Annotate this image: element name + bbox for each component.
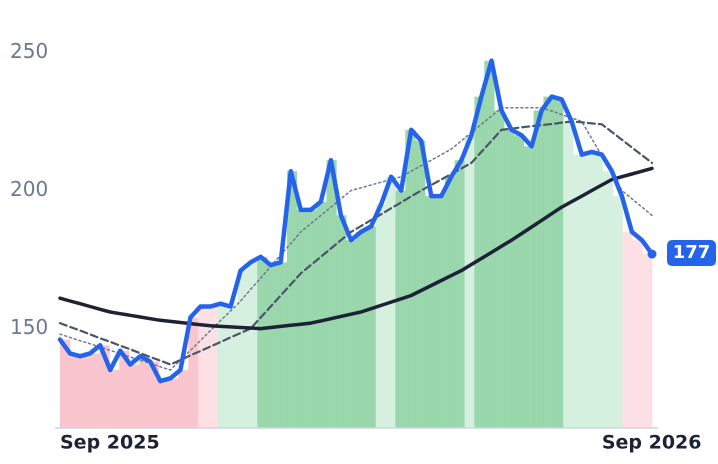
- area-bar: [60, 339, 71, 428]
- area-bar: [247, 262, 258, 428]
- line-series: [58, 120, 654, 366]
- area-bar: [198, 306, 209, 428]
- area-bar: [79, 356, 90, 428]
- area-bar: [336, 215, 347, 428]
- area-bar: [138, 356, 150, 428]
- y-tick-label: 200: [10, 177, 48, 201]
- y-tick-label: 150: [10, 315, 48, 339]
- last-value-label: 177: [673, 242, 711, 263]
- area-bar: [375, 204, 386, 428]
- area-bar: [267, 265, 278, 428]
- area-bar: [346, 240, 357, 428]
- area-bar: [573, 154, 584, 428]
- area-bar: [632, 240, 643, 428]
- area-bar: [257, 256, 268, 428]
- area-bar: [129, 364, 140, 428]
- area-bar: [237, 270, 248, 428]
- area-bar: [277, 262, 288, 428]
- area-bar: [208, 306, 219, 428]
- area-bar: [592, 154, 604, 428]
- line-series: [59, 106, 653, 371]
- area-bar: [494, 110, 505, 429]
- area-bar: [158, 381, 169, 428]
- area-bar: [119, 350, 130, 428]
- area-bar: [109, 370, 120, 428]
- x-tick-label: Sep 2025: [60, 432, 160, 454]
- area-bar: [563, 121, 574, 429]
- area-bar: [523, 146, 534, 428]
- area-bar: [454, 160, 465, 428]
- area-bar: [217, 303, 229, 428]
- area-bar: [168, 378, 179, 428]
- area-bar: [474, 96, 485, 428]
- area-bar: [148, 361, 160, 428]
- area-bar: [543, 96, 554, 428]
- line-series: [58, 166, 654, 331]
- area-bar: [188, 317, 199, 428]
- area-bar: [642, 254, 653, 428]
- x-tick-label: Sep 2026: [602, 432, 702, 454]
- area-bar: [612, 196, 623, 428]
- area-bar: [365, 226, 377, 428]
- area-bar: [425, 196, 436, 428]
- area-bar: [602, 171, 613, 428]
- area-bar: [306, 209, 317, 428]
- area-bar: [504, 129, 515, 428]
- area-bar: [69, 353, 81, 428]
- area-bar: [395, 190, 406, 428]
- area-bar: [316, 201, 327, 428]
- area-bar: [444, 176, 456, 428]
- area-bar: [582, 151, 594, 428]
- area-bar: [326, 160, 337, 428]
- area-bar: [553, 99, 564, 429]
- area-bar: [415, 140, 426, 428]
- line-series: [57, 58, 655, 384]
- area-bar: [464, 135, 475, 428]
- area-bar: [356, 231, 367, 428]
- area-bar: [296, 209, 308, 428]
- area-bar: [434, 196, 446, 428]
- area-bar: [622, 231, 633, 428]
- area-bar: [286, 171, 298, 428]
- last-dot: [647, 249, 657, 259]
- area-bar: [227, 306, 238, 428]
- area-bar: [484, 60, 495, 429]
- last-label-bg: [667, 240, 716, 267]
- area-bar: [405, 129, 416, 428]
- area-bar: [513, 135, 525, 428]
- area-bar: [533, 110, 544, 429]
- area-bar: [89, 353, 100, 428]
- y-tick-label: 250: [10, 39, 48, 63]
- area-bar: [99, 345, 110, 428]
- area-bar: [178, 370, 189, 428]
